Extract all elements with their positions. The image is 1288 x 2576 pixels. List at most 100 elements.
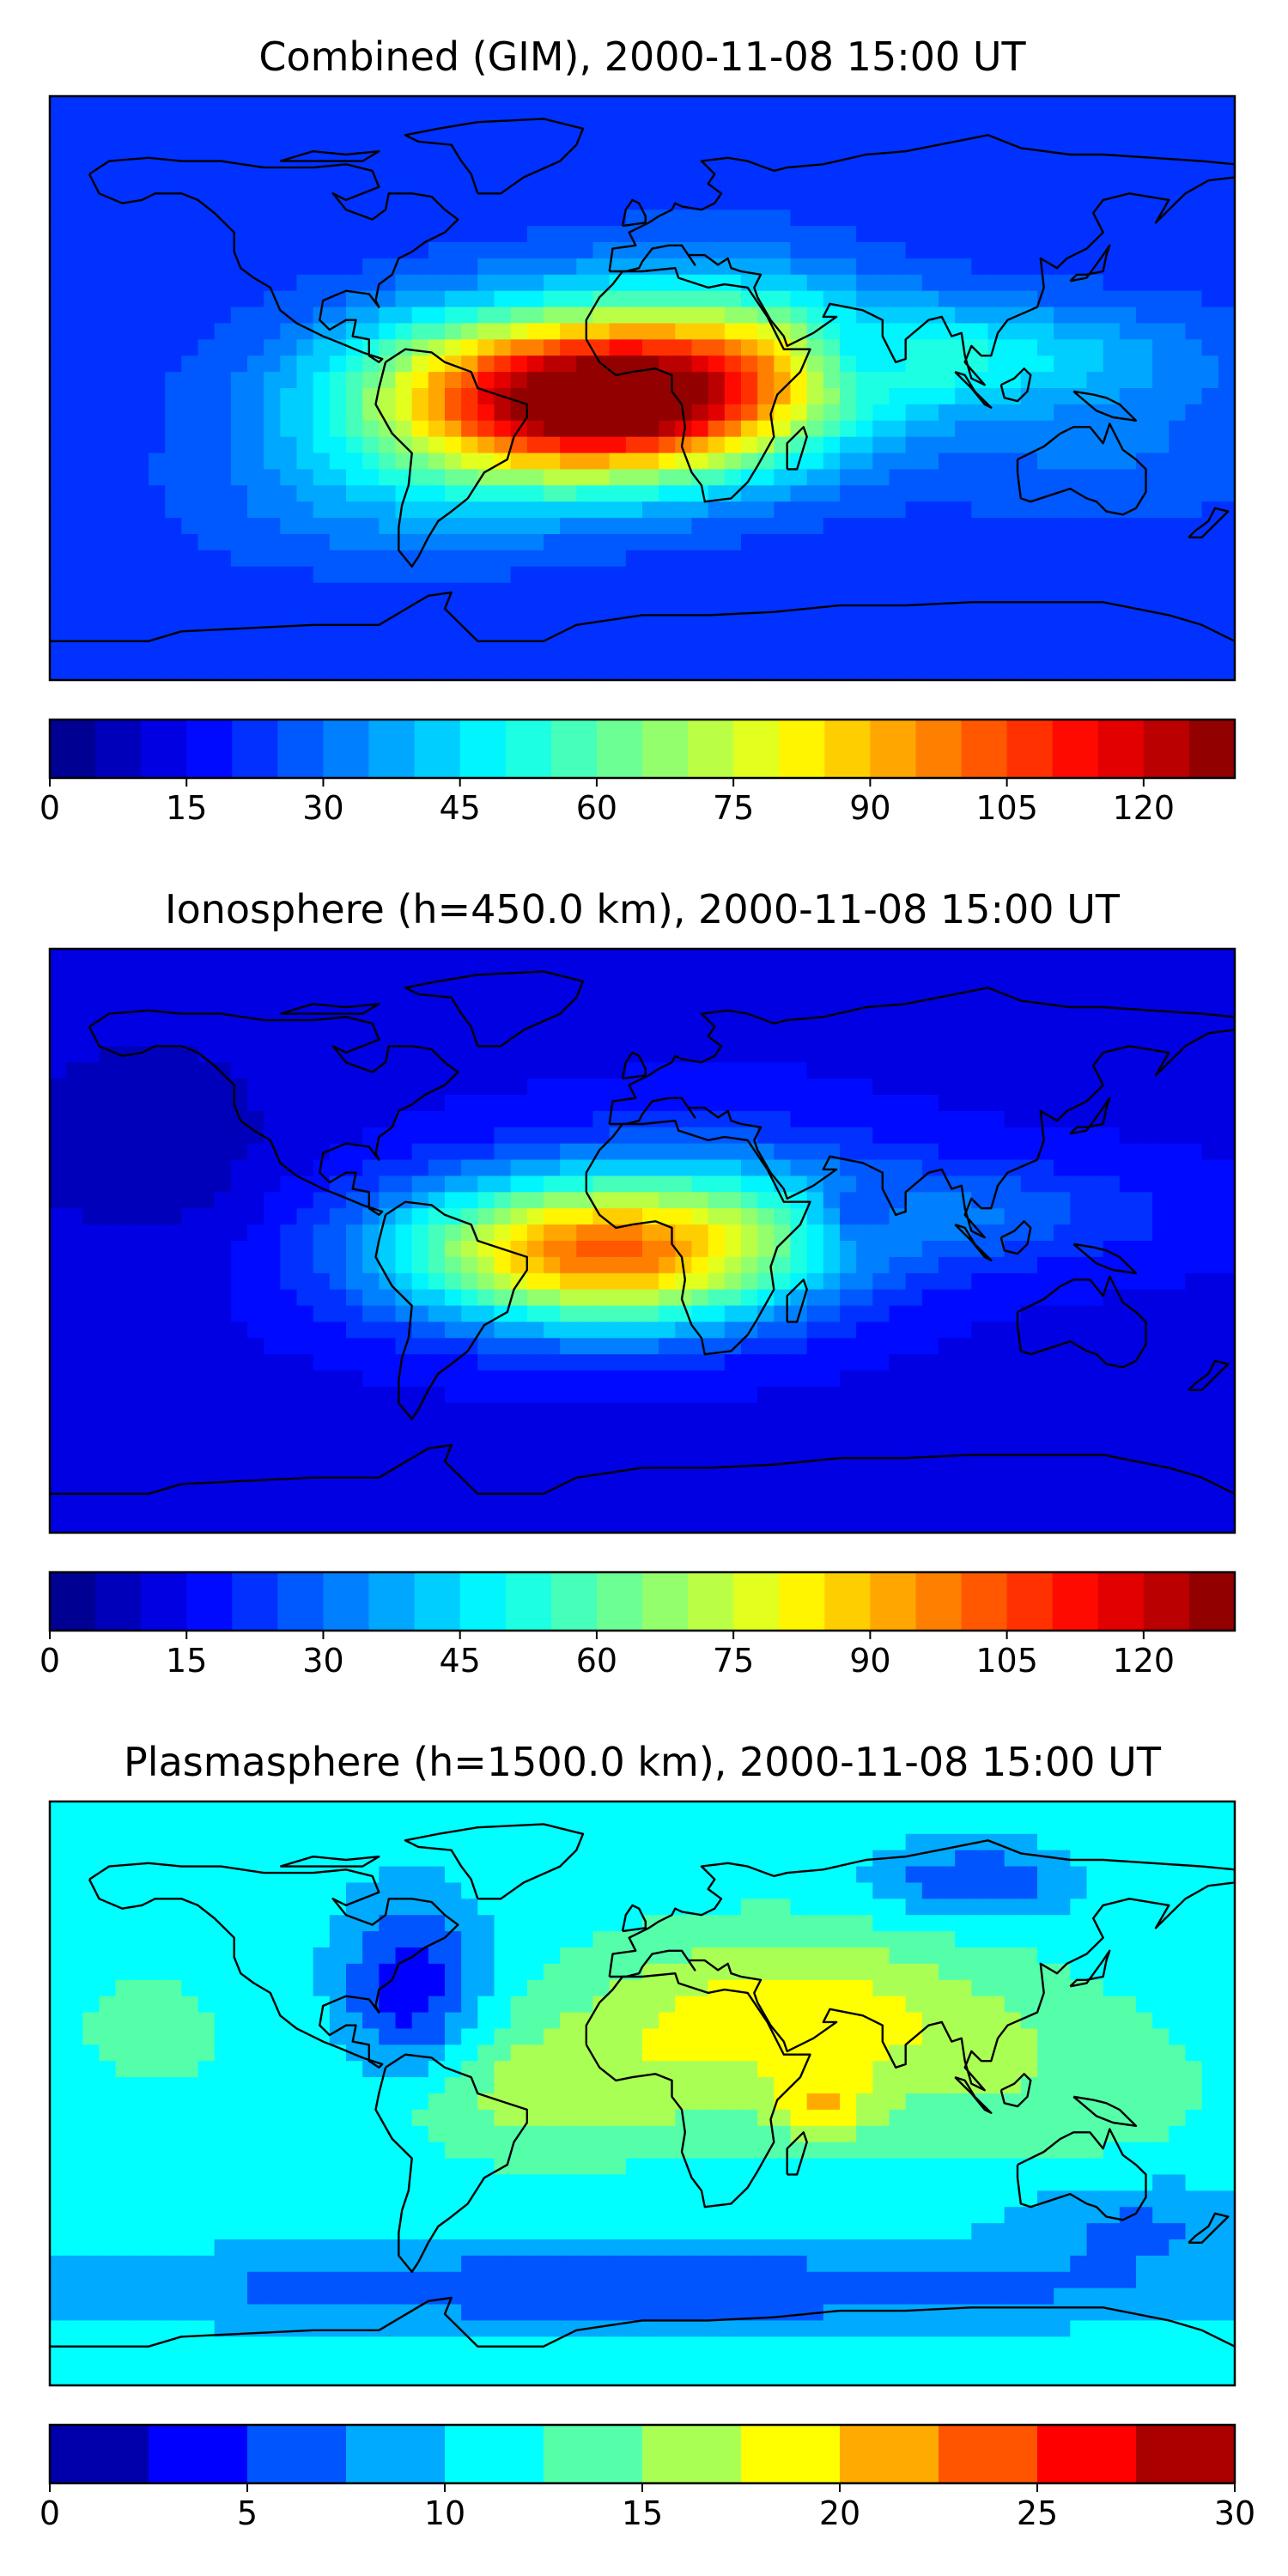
field-cell (1020, 96, 1038, 113)
field-cell (1152, 1273, 1170, 1291)
field-cell (1152, 631, 1170, 648)
field-cell (461, 501, 478, 519)
field-cell (1185, 1046, 1203, 1063)
field-cell (675, 1305, 693, 1323)
field-cell (757, 258, 775, 276)
field-cell (428, 997, 446, 1015)
field-cell (1070, 177, 1088, 194)
field-cell (757, 582, 775, 600)
field-cell (346, 355, 363, 373)
field-cell (526, 1419, 544, 1437)
field-cell (889, 534, 907, 551)
field-cell (724, 550, 742, 568)
field-cell (560, 1451, 577, 1469)
field-cell (921, 1046, 939, 1063)
field-cell (1185, 647, 1203, 665)
field-cell (872, 258, 890, 276)
field-cell (411, 1030, 429, 1047)
field-cell (149, 1256, 166, 1274)
field-cell (1103, 1030, 1121, 1047)
field-cell (659, 1289, 676, 1307)
field-cell (346, 631, 363, 648)
field-cell (544, 339, 561, 356)
field-cell (1136, 1013, 1153, 1031)
field-cell (428, 404, 446, 422)
field-cell (99, 981, 117, 999)
field-cell (939, 598, 956, 617)
field-cell (1185, 485, 1203, 502)
field-cell (379, 323, 397, 340)
field-cell (840, 1451, 857, 1469)
field-cell (659, 1435, 676, 1453)
field-cell (856, 1305, 873, 1323)
field-cell (461, 1208, 478, 1225)
field-cell (823, 128, 841, 146)
field-cell (1054, 469, 1071, 486)
field-cell (905, 355, 923, 373)
field-cell (1054, 1305, 1071, 1323)
field-cell (510, 664, 528, 680)
field-cell (856, 1224, 873, 1242)
field-cell (856, 226, 873, 243)
field-cell (99, 436, 117, 454)
field-cell (510, 144, 528, 162)
field-cell (609, 177, 627, 194)
field-cell (1103, 1013, 1121, 1031)
field-cell (806, 1143, 824, 1161)
field-cell (987, 420, 1005, 438)
field-cell (659, 1192, 676, 1209)
field-cell (790, 615, 808, 632)
field-cell (576, 177, 594, 194)
field-cell (544, 242, 561, 259)
field-cell (1004, 323, 1022, 340)
field-cell (82, 177, 100, 194)
field-cell (625, 1176, 643, 1193)
field-cell (494, 664, 512, 680)
field-cell (115, 582, 133, 600)
field-cell (99, 534, 117, 551)
field-cell (1136, 323, 1153, 340)
field-cell (264, 1176, 281, 1193)
field-cell (411, 485, 429, 502)
field-cell (115, 1224, 133, 1242)
field-cell (82, 1192, 100, 1209)
field-cell (955, 112, 972, 130)
field-cell (1070, 1046, 1088, 1063)
field-cell (510, 1208, 528, 1225)
field-cell (955, 1241, 972, 1258)
field-cell (1218, 997, 1235, 1015)
field-cell (411, 1127, 429, 1145)
field-cell (214, 1451, 232, 1469)
field-cell (987, 1208, 1005, 1225)
field-cell (131, 1338, 149, 1355)
field-cell (313, 339, 331, 356)
field-cell (477, 615, 495, 632)
field-cell (675, 1402, 693, 1420)
colorbar-tick-label: 90 (849, 789, 890, 827)
field-cell (214, 177, 232, 194)
field-cell (921, 598, 939, 617)
field-cell (856, 355, 873, 373)
field-cell (971, 1192, 989, 1209)
field-cell (905, 647, 923, 665)
field-cell (840, 615, 857, 632)
field-cell (1020, 1176, 1038, 1193)
field-cell (1070, 1192, 1088, 1209)
field-cell (708, 388, 726, 405)
field-cell (510, 210, 528, 227)
field-cell (774, 566, 792, 584)
field-cell (1103, 1451, 1121, 1469)
field-cell (82, 1305, 100, 1323)
field-cell (905, 420, 923, 438)
field-cell (1054, 453, 1071, 471)
field-cell (329, 1273, 347, 1291)
field-cell (99, 1273, 117, 1291)
field-cell (214, 1176, 232, 1193)
field-cell (987, 1256, 1005, 1274)
field-cell (1218, 1241, 1235, 1258)
field-cell (642, 598, 659, 617)
field-cell (691, 177, 709, 194)
field-cell (264, 1241, 281, 1258)
field-cell (724, 582, 742, 600)
field-cell (1037, 177, 1054, 194)
